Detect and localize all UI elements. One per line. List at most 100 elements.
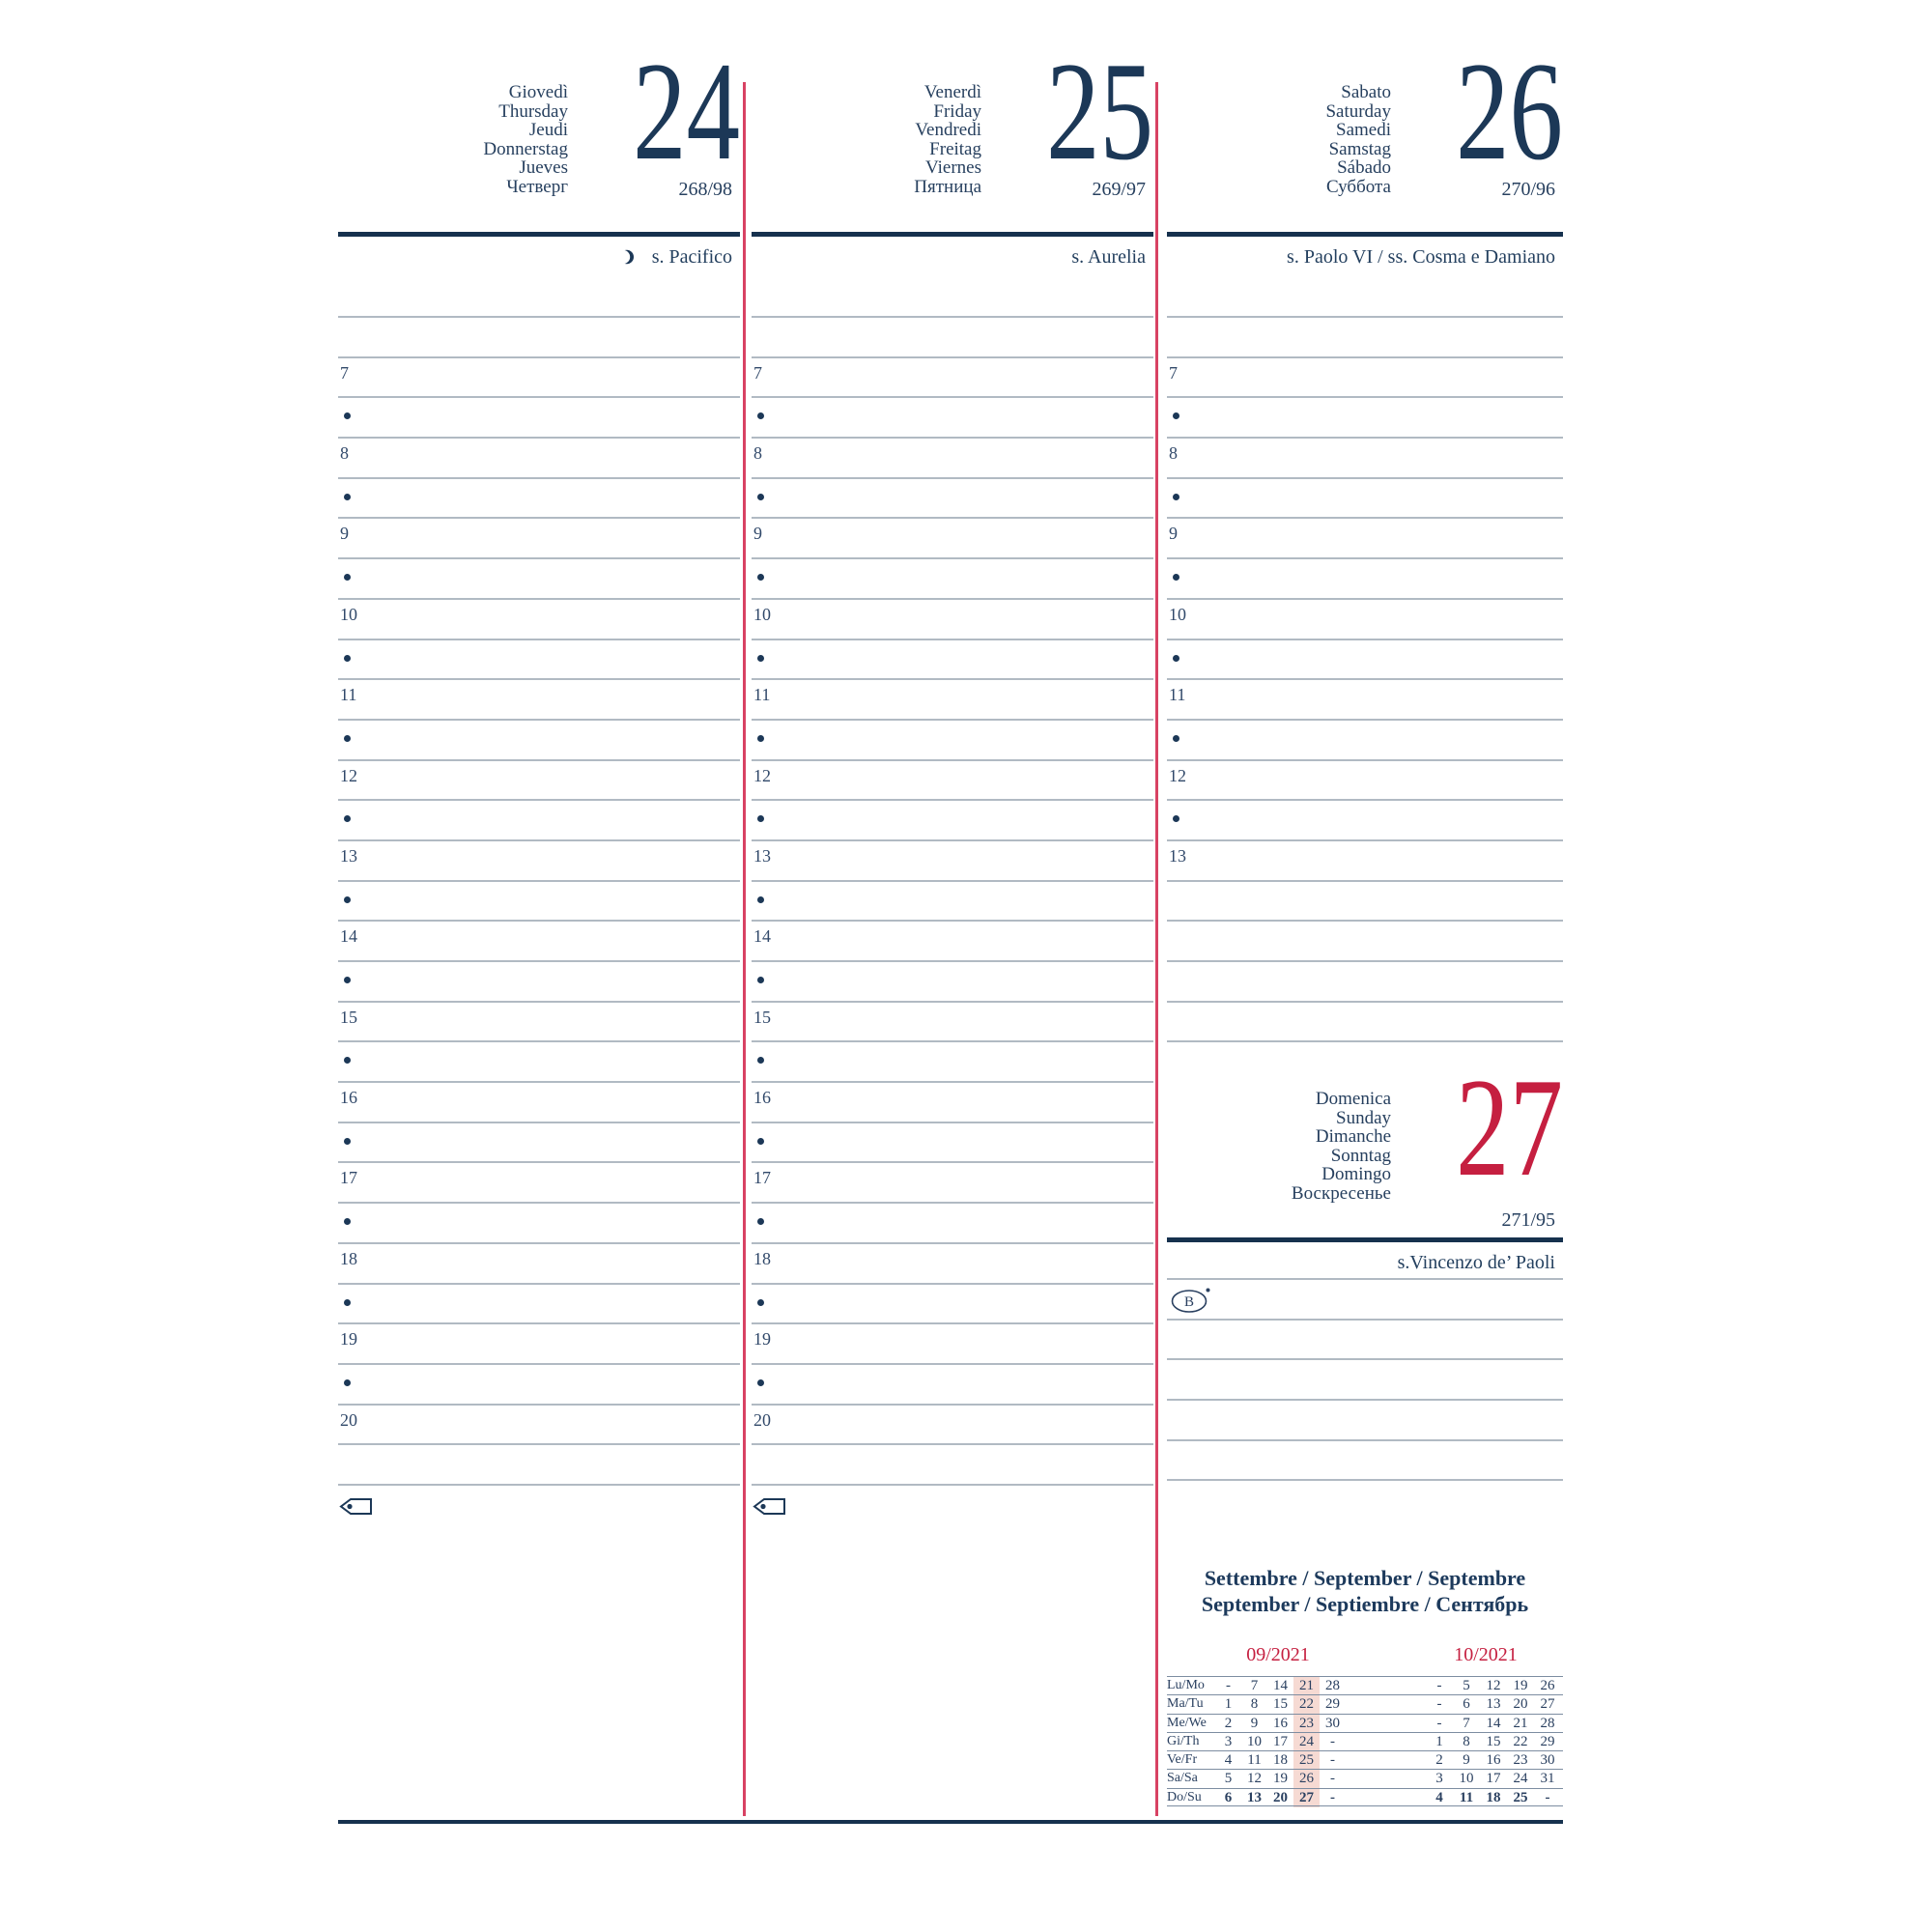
hour-row: 9 — [338, 519, 740, 560]
calendar-cell: 14 — [1486, 1715, 1501, 1731]
half-hour-row — [1167, 640, 1563, 681]
calendar-spacer — [1346, 1715, 1426, 1732]
calendar-cell: 29 — [1325, 1696, 1340, 1713]
half-hour-dot — [757, 574, 764, 582]
hour-row: 19 — [752, 1324, 1153, 1365]
calendar-cell: 2 — [1435, 1752, 1443, 1769]
half-hour-row — [338, 721, 740, 761]
calendar-cell: - — [1330, 1752, 1335, 1769]
day-header: Sabato Saturday Samedi Samstag Sábado Су… — [1167, 41, 1563, 197]
half-hour-row — [752, 479, 1153, 520]
calendar-cell: 15 — [1486, 1733, 1501, 1749]
hour-label: 16 — [753, 1088, 771, 1108]
calendar-cell: 3 — [1224, 1733, 1233, 1749]
calendar-cell: - — [1436, 1678, 1442, 1693]
calendar-cell: 5 — [1224, 1771, 1233, 1787]
hour-row: 12 — [1167, 761, 1563, 802]
ruled-line-row — [752, 318, 1153, 358]
hour-label: 11 — [340, 685, 357, 705]
half-hour-row — [752, 1042, 1153, 1084]
mini-calendar: Lu/Mo -7 14 21 28-5 12 19 26 Ma/Tu 1 8 15 22 29-6 13 20… — [1167, 1676, 1563, 1807]
hour-label: 14 — [753, 926, 771, 947]
saint-name: s. Aurelia — [1071, 245, 1146, 268]
header-rule — [752, 232, 1153, 237]
calendar-cell: 19 — [1513, 1678, 1528, 1693]
hour-label: 13 — [340, 845, 357, 866]
hour-label: 18 — [753, 1248, 771, 1268]
hour-label: 18 — [340, 1248, 357, 1268]
hour-row: 11 — [1167, 680, 1563, 721]
calendar-spacer — [1346, 1751, 1426, 1769]
half-hour-row — [1167, 801, 1563, 841]
calendar-row: Ve/Fr 4 11 18 25- 2 9 16 23 30 — [1167, 1750, 1563, 1769]
ruled-line-row — [1167, 1401, 1563, 1441]
half-hour-row — [1167, 559, 1563, 600]
calendar-cell: 26 — [1540, 1678, 1555, 1693]
hour-row: 9 — [1167, 519, 1563, 560]
ruled-line-row — [1167, 1360, 1563, 1402]
saint-name: s. Pacifico — [651, 245, 732, 268]
hour-row: 20 — [338, 1406, 740, 1446]
calendar-cell: 23 — [1299, 1715, 1314, 1731]
hour-label: 20 — [753, 1409, 771, 1430]
calendar-cell: 13 — [1486, 1696, 1501, 1713]
calendar-row: Do/Su 6 13 20 27-4 11 18 25- — [1167, 1787, 1563, 1807]
hour-label: 10 — [1169, 604, 1186, 624]
hour-row: 7 — [752, 358, 1153, 399]
day-of-year: 269/97 — [1092, 179, 1146, 200]
half-hour-row — [338, 1123, 740, 1164]
calendar-cell: 20 — [1273, 1789, 1288, 1805]
hour-label: 20 — [340, 1409, 357, 1430]
calendar-day-label: Me/We — [1167, 1715, 1207, 1730]
half-hour-dot — [1173, 654, 1179, 662]
calendar-row: Ma/Tu 1 8 15 22 29 - 6 13 20 27 — [1167, 1694, 1563, 1713]
calendar-cell: 12 — [1247, 1771, 1262, 1787]
hour-label: 12 — [753, 765, 771, 785]
half-hour-row — [752, 1123, 1153, 1164]
calendar-cell: 17 — [1486, 1771, 1501, 1787]
header-rule — [338, 232, 740, 237]
calendar-cell: 11 — [1247, 1752, 1262, 1769]
moon-phase-icon — [619, 249, 634, 265]
calendar-spacer — [1346, 1733, 1426, 1750]
hour-label: 12 — [1169, 765, 1186, 785]
calendar-row: Me/We 2 9 16 23 30 - 7 14 21 28 — [1167, 1713, 1563, 1732]
hour-row: 18 — [338, 1244, 740, 1285]
hour-row: 13 — [1167, 841, 1563, 882]
calendar-cell: 11 — [1459, 1789, 1474, 1805]
half-hour-dot — [344, 977, 351, 983]
calendar-cell: 8 — [1463, 1733, 1470, 1749]
hour-label: 10 — [340, 604, 357, 624]
hour-label: 12 — [340, 765, 357, 785]
hour-row: 8 — [752, 439, 1153, 479]
hour-label: 7 — [1169, 362, 1178, 383]
calendar-cell: 6 — [1463, 1696, 1470, 1713]
half-hour-row — [752, 398, 1153, 440]
calendar-cell: 18 — [1486, 1789, 1501, 1805]
day-names: Sabato Saturday Samedi Samstag Sábado Су… — [1325, 82, 1391, 197]
calendar-cell: 22 — [1299, 1696, 1314, 1713]
half-hour-row — [752, 962, 1153, 1003]
hour-row: 18 — [752, 1244, 1153, 1285]
calendar-cell: 8 — [1250, 1696, 1259, 1713]
half-hour-dot — [344, 493, 351, 500]
calendar-cell: 27 — [1540, 1696, 1555, 1713]
ruled-line-row — [1167, 922, 1563, 962]
ruled-line-row — [752, 1445, 1153, 1486]
calendar-cell: 17 — [1273, 1733, 1288, 1749]
calendar-row: Gi/Th 3 10 17 24- 1 8 15 22 29 — [1167, 1731, 1563, 1750]
hour-label: 17 — [753, 1168, 771, 1188]
half-hour-row — [338, 479, 740, 520]
hour-row: 16 — [338, 1083, 740, 1123]
half-hour-dot — [757, 977, 764, 983]
half-hour-dot — [757, 654, 764, 662]
calendar-cell: 4 — [1224, 1752, 1233, 1769]
day-of-year: 271/95 — [1501, 1209, 1555, 1231]
day-header: Giovedì Thursday Jeudi Donnerstag Jueves… — [338, 41, 740, 196]
hour-row: 20 — [752, 1406, 1153, 1446]
sunday-header: Domenica Sunday Dimanche Sonntag Domingo… — [1167, 1057, 1563, 1203]
half-hour-row — [752, 559, 1153, 600]
hour-row: 15 — [752, 1003, 1153, 1043]
calendar-day-label: Ve/Fr — [1167, 1752, 1198, 1768]
